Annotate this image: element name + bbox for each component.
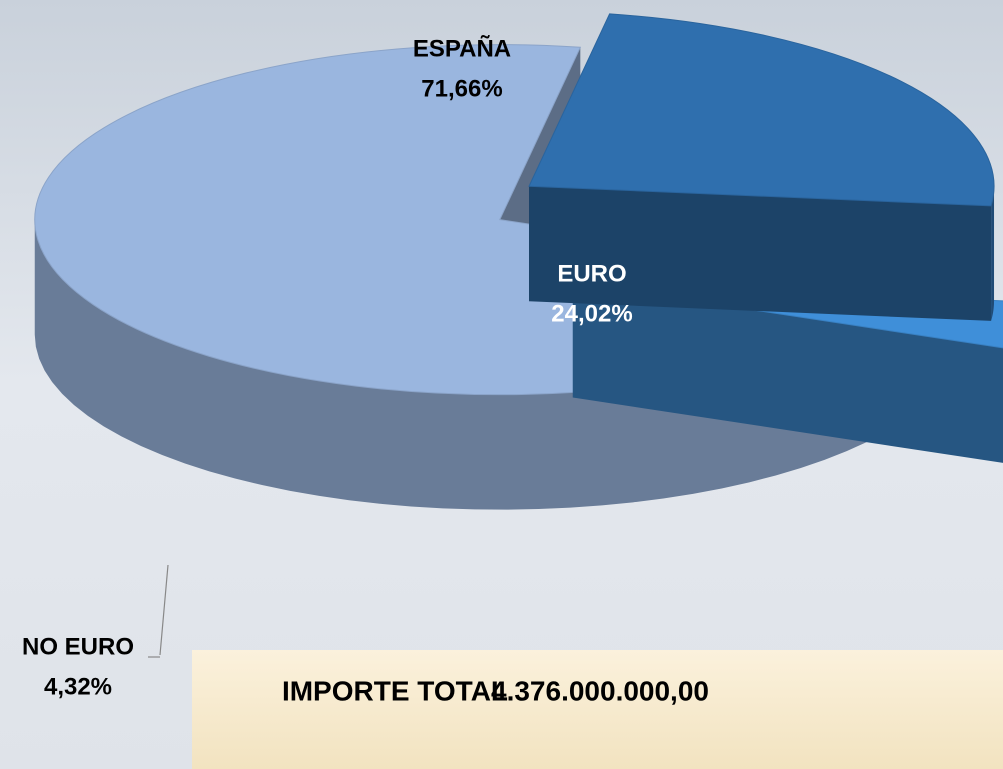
leader-line xyxy=(159,564,169,656)
slice-label: NO EURO xyxy=(22,633,134,660)
slice-side xyxy=(572,282,1003,463)
total-label: IMPORTE TOTAL xyxy=(282,675,508,706)
value-label: 4,32% xyxy=(44,673,112,700)
slice-wall xyxy=(34,219,931,510)
slice-wall xyxy=(991,186,995,321)
pie xyxy=(34,13,1003,510)
slice-side xyxy=(529,186,992,321)
total-value: 4.376.000.000,00 xyxy=(491,675,709,706)
slice-label: EURO xyxy=(557,260,626,287)
value-label: 71,66% xyxy=(421,75,502,102)
slice xyxy=(528,13,995,207)
total-box xyxy=(192,650,1003,769)
slice-label: ESPAÑA xyxy=(413,34,511,62)
value-label: 24,02% xyxy=(551,300,632,327)
